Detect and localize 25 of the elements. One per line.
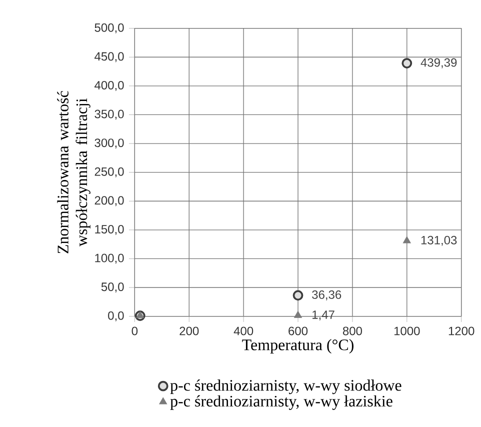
x-tick-label: 0	[132, 326, 138, 336]
y-axis-title: Znormalizowana wartość współczynnika filtracji	[57, 91, 90, 254]
x-tick-label: 400	[234, 326, 254, 336]
data-label: 36,36	[312, 290, 342, 300]
y-tick-label: 50,0	[101, 282, 124, 292]
data-label: 131,03	[421, 236, 457, 246]
y-tick-label: 450,0	[94, 52, 124, 62]
x-tick-label: 1200	[448, 326, 474, 336]
x-tick-label: 600	[288, 326, 308, 336]
x-tick-label: 800	[342, 326, 362, 336]
y-tick-label: 150,0	[95, 224, 124, 235]
legend-label: p-c średnioziarnisty, w-wy siodłowe	[170, 380, 402, 394]
x-tick-label: 1000	[394, 326, 420, 336]
y-tick-label: 250,0	[94, 167, 124, 178]
x-axis-title: Temperatura (°C)	[242, 339, 354, 354]
y-tick-label: 0,0	[108, 311, 124, 322]
data-label: 439,39	[420, 58, 457, 68]
y-tick-label: 400,0	[94, 80, 124, 91]
y-tick-label: 350,0	[94, 110, 124, 120]
legend-label: p-c średnioziarnisty, w-wy łaziskie	[170, 395, 392, 410]
x-tick-label: 200	[180, 326, 199, 336]
y-tick-label: 100,0	[95, 254, 124, 264]
y-tick-label: 300,0	[94, 138, 124, 148]
y-tick-label: 500,0	[94, 23, 124, 34]
y-tick-label: 200,0	[94, 196, 124, 206]
